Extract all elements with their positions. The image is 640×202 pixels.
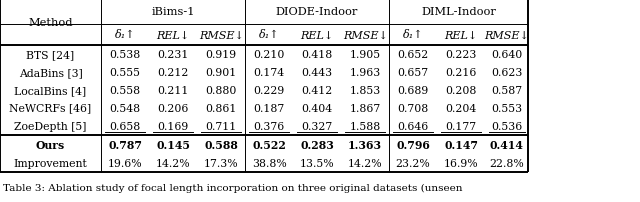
Text: 0.145: 0.145 [156,139,190,150]
Text: 0.210: 0.210 [253,50,285,60]
Text: iBims-1: iBims-1 [152,7,195,17]
Text: BTS [24]: BTS [24] [26,50,75,60]
Text: 0.901: 0.901 [205,67,237,78]
Text: 0.522: 0.522 [252,139,286,150]
Text: 1.363: 1.363 [348,139,382,150]
Text: Method: Method [28,18,73,28]
Text: 1.963: 1.963 [349,67,381,78]
Text: 0.538: 0.538 [109,50,141,60]
Text: NeWCRFs [46]: NeWCRFs [46] [10,103,92,113]
Text: 0.558: 0.558 [109,85,141,95]
Text: 0.861: 0.861 [205,103,237,113]
Text: DIML-Indoor: DIML-Indoor [421,7,496,17]
Text: 0.231: 0.231 [157,50,189,60]
Text: 0.404: 0.404 [301,103,333,113]
Text: REL↓: REL↓ [445,30,477,40]
Text: 0.187: 0.187 [253,103,285,113]
Text: 0.418: 0.418 [301,50,333,60]
Text: 0.708: 0.708 [397,103,429,113]
Text: RMSE↓: RMSE↓ [484,30,529,40]
Text: 0.711: 0.711 [205,121,237,131]
Text: REL↓: REL↓ [301,30,333,40]
Text: 0.376: 0.376 [253,121,285,131]
Text: 0.689: 0.689 [397,85,429,95]
Text: Improvement: Improvement [13,158,88,168]
Text: 0.880: 0.880 [205,85,237,95]
Text: 0.587: 0.587 [491,85,522,95]
Text: 1.867: 1.867 [349,103,381,113]
Text: 1.588: 1.588 [349,121,381,131]
Text: 0.216: 0.216 [445,67,477,78]
Text: 0.536: 0.536 [491,121,522,131]
Text: 0.327: 0.327 [301,121,333,131]
Text: 38.8%: 38.8% [252,158,287,168]
Text: 0.223: 0.223 [445,50,477,60]
Text: 0.646: 0.646 [397,121,429,131]
Text: 0.212: 0.212 [157,67,189,78]
Text: 0.174: 0.174 [253,67,285,78]
Text: 0.548: 0.548 [109,103,141,113]
Text: DIODE-Indoor: DIODE-Indoor [276,7,358,17]
Text: 0.796: 0.796 [396,139,430,150]
Text: δ₁↑: δ₁↑ [259,30,280,40]
Text: 0.177: 0.177 [445,121,477,131]
Text: Table 3: Ablation study of focal length incorporation on three original datasets: Table 3: Ablation study of focal length … [3,183,462,193]
Text: 0.588: 0.588 [204,139,238,150]
Text: ZoeDepth [5]: ZoeDepth [5] [14,121,87,131]
Text: 0.211: 0.211 [157,85,189,95]
Text: 14.2%: 14.2% [156,158,191,168]
Text: 17.3%: 17.3% [204,158,239,168]
Text: 0.652: 0.652 [397,50,429,60]
Text: 0.147: 0.147 [444,139,478,150]
Text: 0.283: 0.283 [300,139,334,150]
Text: 14.2%: 14.2% [348,158,383,168]
Text: 0.553: 0.553 [491,103,522,113]
Text: δ₁↑: δ₁↑ [115,30,136,40]
Text: 13.5%: 13.5% [300,158,335,168]
Text: 0.657: 0.657 [397,67,429,78]
Text: RMSE↓: RMSE↓ [198,30,244,40]
Text: 1.853: 1.853 [349,85,381,95]
Text: 0.204: 0.204 [445,103,477,113]
Text: Ours: Ours [36,139,65,150]
Text: 0.169: 0.169 [157,121,189,131]
Text: 0.206: 0.206 [157,103,189,113]
Text: 0.555: 0.555 [109,67,141,78]
Text: δ₁↑: δ₁↑ [403,30,424,40]
Text: 19.6%: 19.6% [108,158,143,168]
Text: RMSE↓: RMSE↓ [342,30,388,40]
Text: 23.2%: 23.2% [396,158,431,168]
Text: AdaBins [3]: AdaBins [3] [19,67,83,78]
Text: 0.414: 0.414 [490,139,524,150]
Text: 1.905: 1.905 [349,50,381,60]
Text: 22.8%: 22.8% [489,158,524,168]
Text: 16.9%: 16.9% [444,158,479,168]
Text: REL↓: REL↓ [157,30,189,40]
Text: 0.443: 0.443 [301,67,333,78]
Text: 0.658: 0.658 [109,121,141,131]
Text: 0.919: 0.919 [205,50,237,60]
Text: 0.229: 0.229 [253,85,285,95]
Text: LocalBins [4]: LocalBins [4] [15,85,86,95]
Text: 0.640: 0.640 [491,50,522,60]
Text: 0.208: 0.208 [445,85,477,95]
Text: 0.787: 0.787 [108,139,142,150]
Text: 0.623: 0.623 [491,67,522,78]
Text: 0.412: 0.412 [301,85,333,95]
